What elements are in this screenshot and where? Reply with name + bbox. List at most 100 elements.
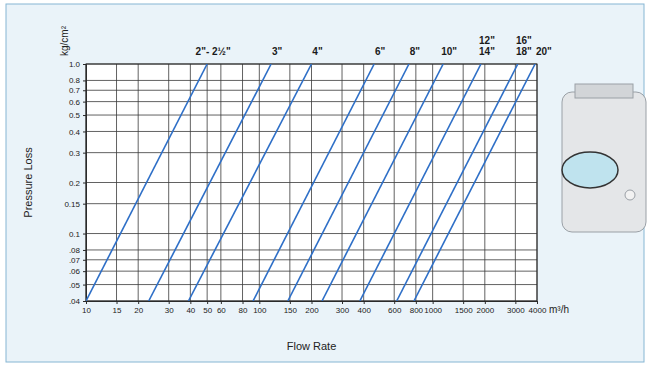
y-tick-mark [83,285,86,286]
series-line [360,64,481,301]
y-grid-line [86,233,537,234]
x-tick: 1500 [455,301,473,315]
x-tick-label: 3000 [507,306,525,315]
y-tick: 0.4 [69,128,86,137]
x-tick: 200 [305,301,319,315]
x-tick-mark [416,301,417,304]
x-tick-mark [515,301,516,304]
panel-background [6,4,644,362]
series-label: 2"- 2½" [196,46,231,57]
y-tick: 0.7 [69,86,86,95]
y-axis-line [83,65,87,302]
x-tick: 20 [134,301,143,315]
y-tick: 0.8 [69,76,86,85]
series-label: 6" [375,46,386,57]
plot-area [86,64,537,301]
x-tick-label: 60 [217,306,226,315]
y-tick-label: .05 [69,281,81,290]
y-tick: 1.0 [69,60,86,69]
y-tick-label: .07 [69,256,81,265]
x-tick-label: 2000 [476,306,494,315]
y-grid-line [86,115,537,116]
y-tick-label: .06 [69,267,81,276]
series-line [149,64,271,301]
y-tick-mark [83,90,86,91]
series-line [414,64,535,301]
valve-flange [575,84,633,98]
y-grid-line [86,80,537,81]
y-tick-mark [83,183,86,184]
x-tick: 600 [388,301,402,315]
x-tick-mark [485,301,486,304]
x-tick-mark [342,301,343,304]
y-axis: .04.05.06.07.080.10.150.20.30.40.50.60.7… [64,60,86,306]
y-tick-mark [83,204,86,205]
series-line [397,64,518,301]
x-tick-label: 800 [410,306,424,315]
y-tick-mark [83,131,86,132]
series-line [288,64,409,301]
series-line [86,64,207,301]
x-tick-label: 50 [203,306,212,315]
x-tick: 300 [336,301,350,315]
x-tick: 1000 [424,301,442,315]
y-grid-line [86,90,537,91]
y-tick-mark [83,80,86,81]
x-tick-label: 1500 [455,306,473,315]
x-axis-line [87,302,538,305]
x-tick: 50 [203,301,212,315]
series-label: 16"18" [516,35,532,57]
x-tick-mark [312,301,313,304]
y-grid-line [86,101,537,102]
y-tick: 0.6 [69,98,86,107]
x-tick-mark [207,301,208,304]
y-tick: .07 [69,256,86,265]
x-tick-mark [537,301,538,304]
x-tick-label: 100 [253,306,267,315]
x-tick-label: 4000 [529,306,547,315]
x-unit-label: m³/h [549,304,569,315]
x-tick-label: 10 [82,306,91,315]
y-grid-line [86,249,537,250]
x-tick-label: 400 [357,306,371,315]
x-tick-label: 30 [165,306,174,315]
y-tick: .06 [69,267,86,276]
y-tick: .08 [69,246,86,255]
x-tick: 3000 [507,301,525,315]
grid [86,64,537,301]
x-tick: 100 [253,301,267,315]
plot-frame [86,64,537,301]
x-tick-mark [463,301,464,304]
y-tick-mark [83,271,86,272]
x-axis: 1015203040506080100150200300400600800100… [82,301,547,315]
x-tick: 800 [410,301,424,315]
y-tick-label: 0.8 [69,76,81,85]
x-tick-mark [190,301,191,304]
y-tick-label: 0.3 [69,149,81,158]
series-label: 4" [312,46,323,57]
series-labels: 2"- 2½"3"4"6"8"10"12"14"16"18"20" [196,35,553,57]
y-tick-label: 0.6 [69,98,81,107]
x-tick-label: 150 [284,306,298,315]
y-tick-label: 0.4 [69,128,81,137]
y-tick-label: 0.2 [69,179,81,188]
x-tick: 30 [165,301,174,315]
series-label: 8" [410,46,421,57]
y-tick: 0.15 [64,200,86,209]
y-grid-line [86,182,537,183]
y-axis-title: Pressure Loss [22,147,34,218]
y-tick: .04 [69,297,86,306]
x-tick-label: 600 [388,306,402,315]
x-axis-title: Flow Rate [287,340,337,352]
x-tick-mark [221,301,222,304]
y-tick-mark [83,115,86,116]
x-tick: 60 [217,301,226,315]
x-tick: 40 [186,301,195,315]
x-tick: 15 [113,301,122,315]
y-tick: 0.5 [69,111,86,120]
x-tick-mark [243,301,244,304]
y-tick-mark [83,102,86,103]
series-label: 20" [536,46,552,57]
series-label: 3" [272,46,283,57]
x-tick-label: 15 [113,306,122,315]
